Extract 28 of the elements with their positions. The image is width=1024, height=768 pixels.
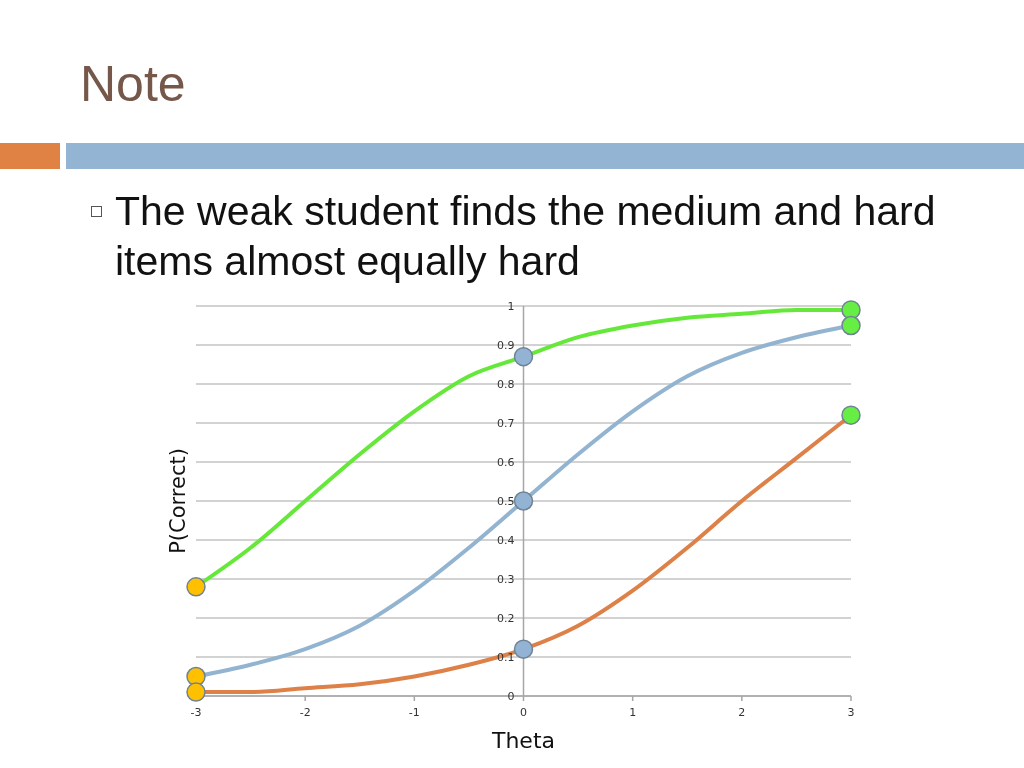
x-tick-label: -1 [408, 705, 420, 719]
point [513, 639, 534, 659]
x-tick-label: 3 [847, 705, 855, 719]
point [841, 405, 861, 425]
y-tick-label: 0.9 [497, 338, 515, 352]
point [513, 346, 534, 367]
point [186, 682, 206, 702]
y-tick-label: 0.6 [497, 455, 515, 469]
y-tick-label: 0.3 [497, 572, 515, 586]
chart-subtitle: The weak student finds the medium and hard items almost equally hard [115, 187, 937, 286]
point [841, 315, 861, 336]
point [513, 491, 534, 511]
y-tick-label: 0.8 [497, 377, 515, 391]
y-tick-label: 0.4 [497, 533, 515, 547]
x-tick-label: 0 [520, 705, 527, 719]
y-tick-label: 0.5 [497, 494, 515, 508]
x-tick-label: -2 [299, 705, 311, 719]
y-tick-label: 1 [507, 299, 515, 313]
y-axis-title: P(Correct) [166, 448, 191, 554]
x-tick-label: 2 [738, 705, 746, 719]
x-tick-label: -3 [190, 705, 202, 719]
x-axis-title: Theta [490, 728, 556, 753]
y-tick-label: 0 [507, 689, 515, 703]
point [186, 577, 206, 597]
chart-title: Note [80, 56, 186, 112]
y-tick-label: 0.2 [497, 611, 515, 625]
x-tick-label: 1 [629, 705, 637, 719]
y-tick-label: 0.7 [497, 416, 515, 430]
